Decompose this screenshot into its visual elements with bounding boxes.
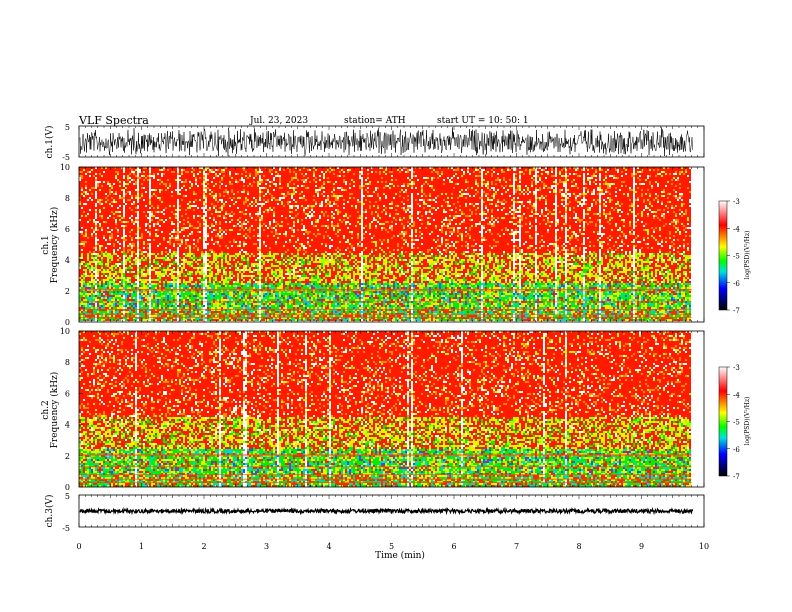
ch2-spectrogram-channel-label: ch.2 (41, 400, 51, 419)
xtick-label: 1 (139, 542, 144, 551)
colorbar-tick-label: -6 (733, 446, 740, 454)
ytick-label: 6 (65, 389, 70, 398)
xtick-label: 0 (76, 542, 81, 551)
ytick-label: 10 (60, 163, 70, 172)
ch1-spectrogram-yticks: 0 2 4 6 8 10 (60, 163, 83, 327)
xtick-label: 5 (389, 542, 394, 551)
ytick-label: 4 (65, 256, 70, 265)
ch1-waveform-panel: 5 -5 ch.1(V) (44, 123, 705, 162)
xtick-label: 8 (576, 542, 581, 551)
station-label: station= ATH (344, 116, 406, 126)
colorbar-tick-label: -7 (733, 307, 740, 315)
ch1-spectrogram-channel-label: ch.1 (41, 235, 51, 254)
ch1-colorbar-ticks: -3 -4 -5 -6 -7 (727, 198, 740, 315)
xtick-label: 3 (264, 542, 269, 551)
time-axis: 0 1 2 3 4 5 6 7 8 9 10 (76, 542, 709, 551)
ch3-waveform-trace (79, 506, 694, 516)
start-time-label: start UT = 10: 50: 1 (437, 116, 529, 126)
ch2-spectrogram-image (79, 331, 692, 487)
xtick-label: 7 (514, 542, 519, 551)
ch1-colorbar: -3 -4 -5 -6 -7 log(PSD)(V²/Hz) (718, 198, 751, 315)
colorbar-tick-label: -3 (733, 364, 740, 372)
colorbar-tick-label: -4 (733, 391, 740, 399)
ch3-waveform-panel: 5 -5 ch.3(V) (44, 492, 705, 533)
ch2-spectrogram-ticks (78, 331, 705, 487)
ch3-waveform-ylabel: ch.3(V) (44, 495, 55, 528)
ch2-colorbar-label: log(PSD)(V²/Hz) (744, 397, 751, 446)
xtick-label: 10 (699, 542, 709, 551)
ch1-waveform-ylabel: ch.1(V) (44, 126, 55, 159)
ch3-ytick-bottom: -5 (62, 524, 70, 533)
ch2-colorbar-ticks: -3 -4 -5 -6 -7 (727, 364, 740, 481)
ch1-spectrogram-ylabel: Frequency (kHz) (49, 207, 60, 284)
colorbar-tick-label: -5 (733, 419, 740, 427)
ch1-spectrogram-image (79, 167, 692, 321)
ch1-waveform-ticks (78, 126, 705, 157)
ch1-spectrogram-panel: 0 2 4 6 8 10 ch.1 Frequency (kHz) (41, 163, 705, 327)
colorbar-tick-label: -5 (733, 253, 740, 261)
xtick-label: 6 (451, 542, 456, 551)
ch3-waveform-ticks (78, 495, 705, 527)
colorbar-tick-label: -3 (733, 198, 740, 206)
ch1-waveform-line (79, 127, 693, 157)
ytick-label: 10 (60, 327, 70, 336)
ytick-label: 8 (65, 358, 70, 367)
ch2-spectrogram-ylabel: Frequency (kHz) (49, 372, 60, 449)
xtick-label: 4 (326, 542, 331, 551)
ytick-label: 0 (65, 318, 70, 327)
xtick-label: 9 (639, 542, 644, 551)
xtick-label: 2 (201, 542, 206, 551)
ytick-label: 6 (65, 225, 70, 234)
date-label: Jul. 23, 2023 (249, 116, 308, 126)
ytick-label: 2 (65, 452, 70, 461)
ytick-label: 2 (65, 287, 70, 296)
ch3-ytick-top: 5 (65, 492, 70, 501)
ytick-label: 4 (65, 421, 70, 430)
ch2-spectrogram-yticks: 0 2 4 6 8 10 (60, 327, 83, 492)
ytick-label: 0 (65, 483, 70, 492)
figure-title: VLF Spectra (78, 114, 149, 127)
ch2-spectrogram-panel: 0 2 4 6 8 10 ch.2 Frequency (kHz) (41, 327, 705, 492)
ch3-waveform-line (79, 506, 694, 516)
ch1-ytick-bottom: -5 (62, 153, 70, 162)
ch2-colorbar-gradient (718, 366, 728, 477)
colorbar-tick-label: -7 (733, 473, 740, 481)
ch1-ytick-top: 5 (65, 123, 70, 132)
time-axis-label: Time (min) (375, 550, 425, 561)
ch1-waveform-trace (79, 127, 693, 157)
colorbar-tick-label: -4 (733, 225, 740, 233)
ch1-colorbar-label: log(PSD)(V²/Hz) (744, 231, 751, 280)
ch1-colorbar-gradient (718, 200, 728, 311)
ytick-label: 8 (65, 194, 70, 203)
ch2-colorbar: -3 -4 -5 -6 -7 log(PSD)(V²/Hz) (718, 364, 751, 481)
ch1-spectrogram-ticks (78, 167, 705, 322)
colorbar-tick-label: -6 (733, 280, 740, 288)
